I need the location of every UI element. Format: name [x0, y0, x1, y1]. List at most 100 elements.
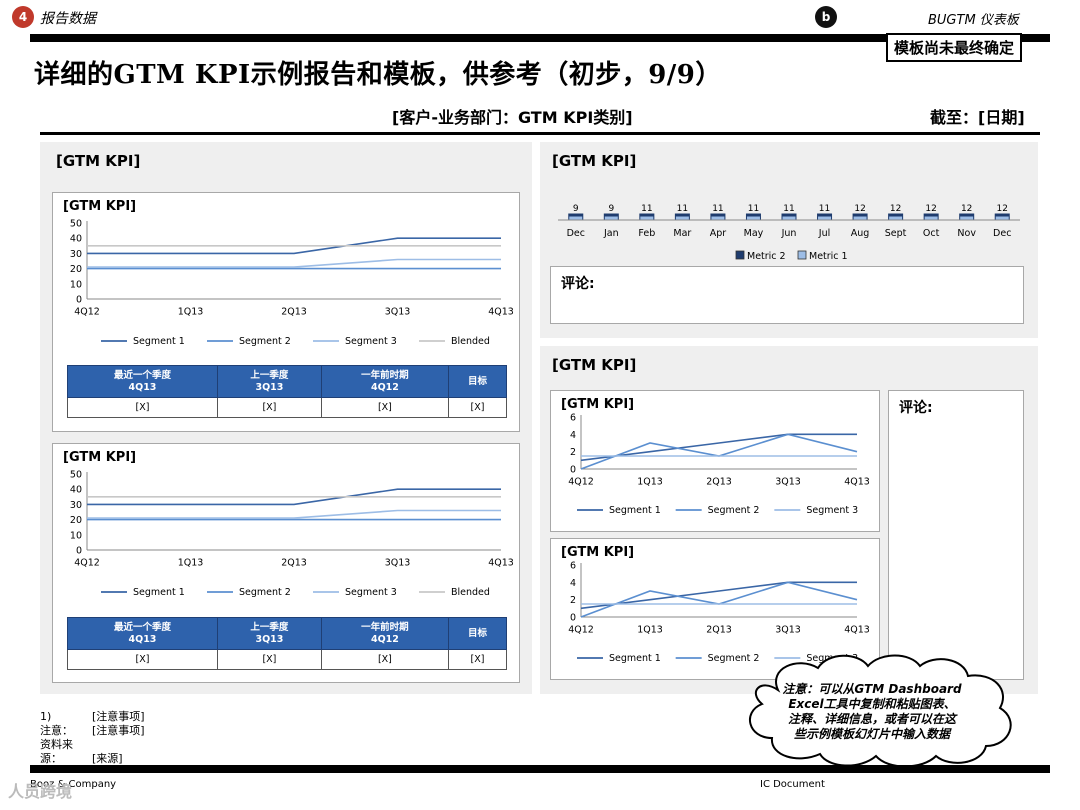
table-cell: [X] [216, 649, 322, 670]
page-letter-badge: b [815, 6, 837, 28]
y-tick-label: 30 [70, 249, 82, 260]
x-tick-label: Jan [603, 228, 619, 239]
right-bottom-panel-title: [GTM KPI] [552, 356, 637, 374]
comment-label: 评论: [899, 400, 933, 416]
callout-note: 注意：可以从GTM Dashboard Excel工具中复制和粘贴图表、 注释、… [782, 682, 962, 741]
right-bottom-kpi-panel: [GTM KPI] [GTM KPI] 0 2 4 6 4Q12 1Q13 2Q13 3Q13… [540, 346, 1038, 694]
x-tick-label: 2Q13 [281, 307, 307, 318]
y-tick-label: 10 [70, 530, 82, 541]
subheading: [客户-业务部门：GTM KPI类别] [392, 108, 633, 127]
y-tick-label: 50 [70, 470, 82, 481]
legend-label: Segment 3 [806, 505, 858, 516]
legend-label: Metric 1 [809, 251, 848, 262]
legend-label: Blended [451, 336, 490, 347]
x-tick-label: 4Q12 [568, 477, 594, 488]
table-header-year-ago: 一年前时期 4Q12 [320, 617, 449, 650]
kpi-chart-card-1: [GTM KPI] 0 10 20 30 40 50 4Q12 1Q13 2Q13 3Q13 4Q1… [52, 192, 520, 432]
as-of-date: 截至：[日期] [930, 108, 1025, 127]
x-tick-label: 3Q13 [385, 558, 411, 569]
y-tick-label: 30 [70, 500, 82, 511]
small-line-chart-2: 0 2 4 6 4Q12 1Q13 2Q13 3Q13 4Q13 Segment 1 Segment… [568, 561, 870, 664]
x-tick-label: 3Q13 [775, 477, 801, 488]
y-tick-label: 0 [570, 613, 576, 624]
bar-metric-2 [888, 214, 903, 217]
table-cell: [X] [320, 397, 449, 418]
right-top-panel-title: [GTM KPI] [552, 152, 637, 170]
legend-label: Segment 1 [133, 587, 185, 598]
series-line-segment-3 [87, 258, 501, 268]
y-tick-label: 2 [570, 447, 576, 458]
legend-label: Segment 1 [609, 505, 661, 516]
table-header-year-ago: 一年前时期 4Q12 [320, 365, 449, 398]
y-tick-label: 6 [570, 561, 576, 572]
y-tick-label: 0 [76, 546, 82, 557]
page-title: 详细的GTM KPI示例报告和模板，供参考（初步，9/9） [34, 60, 722, 90]
kpi-line-chart-2: 0 10 20 30 40 50 4Q12 1Q13 2Q13 3Q13 4Q13 Segment 1… [70, 470, 514, 599]
series-line-segment-1 [580, 433, 857, 462]
table-cell: [X] [447, 649, 508, 670]
bar-data-label: 9 [573, 204, 579, 214]
bar-metric-2 [639, 214, 654, 217]
x-tick-label: May [744, 228, 764, 239]
kpi-line-chart-1: 0 10 20 30 40 50 4Q12 1Q13 2Q13 3Q13 4Q13 Segment 1… [70, 219, 514, 348]
bar-metric-2 [746, 214, 761, 217]
footnote-row: 资料来源： [来源] [40, 738, 123, 765]
x-tick-label: 3Q13 [775, 625, 801, 636]
x-tick-label: 2Q13 [281, 558, 307, 569]
legend-label: Segment 2 [708, 505, 760, 516]
bar-data-label: 12 [961, 204, 972, 214]
bar-data-label: 11 [783, 204, 794, 214]
small-line-card-2: [GTM KPI] 0 2 4 6 4Q12 1Q13 2Q13 3Q13 4Q13 Segmen… [550, 538, 880, 680]
footnote-row: 注意： [注意事项] [40, 724, 145, 737]
comment-box-top: 评论: [550, 266, 1024, 324]
draft-stamp: 模板尚未最终确定 [886, 33, 1023, 62]
x-tick-label: 4Q13 [844, 477, 870, 488]
table-header-previous-quarter: 上一季度 3Q13 [216, 617, 322, 650]
legend-label: Blended [451, 587, 490, 598]
bar-data-label: 11 [819, 204, 830, 214]
x-tick-label: 4Q13 [488, 558, 514, 569]
x-tick-label: Mar [673, 228, 691, 239]
x-tick-label: Jul [818, 228, 830, 239]
small-line-chart-1: 0 2 4 6 4Q12 1Q13 2Q13 3Q13 4Q13 Segment 1 Segment… [568, 413, 870, 516]
legend-label: Segment 2 [239, 587, 291, 598]
kpi-summary-table-2: 最近一个季度 4Q13 上一季度 3Q13 一年前时期 4Q12 目标 [X] [X]… [67, 617, 508, 670]
x-tick-label: 4Q12 [74, 307, 100, 318]
y-tick-label: 6 [570, 413, 576, 424]
x-tick-label: 4Q13 [488, 307, 514, 318]
legend-swatch [735, 250, 745, 260]
table-header-previous-quarter: 上一季度 3Q13 [216, 365, 322, 398]
table-header-target: 目标 [447, 617, 508, 650]
y-tick-label: 2 [570, 595, 576, 606]
bar-metric-2 [995, 214, 1010, 217]
table-cell: [X] [320, 649, 449, 670]
monthly-bar-chart: 9 Dec 9 Jan 11 Feb 11 Mar 11 Apr 11 May 11 Jun 11 Jul 12… [558, 204, 1020, 262]
kpi-chart-card-2: [GTM KPI] 0 10 20 30 40 50 4Q12 1Q13 2Q13 3Q13 4Q1… [52, 443, 520, 683]
bar-data-label: 9 [608, 204, 614, 214]
x-tick-label: Feb [638, 228, 655, 239]
table-cell: [X] [447, 397, 508, 418]
x-tick-label: Aug [851, 228, 870, 239]
x-tick-label: Jun [781, 228, 797, 239]
bar-metric-2 [959, 214, 974, 217]
y-tick-label: 40 [70, 485, 82, 496]
x-tick-label: Sept [885, 228, 907, 239]
table-header-target: 目标 [447, 365, 508, 398]
bar-metric-2 [604, 214, 619, 217]
x-tick-label: 2Q13 [706, 625, 732, 636]
footnote-row: 1) [注意事项] [40, 710, 145, 723]
left-kpi-panel: [GTM KPI] [GTM KPI] 0 10 20 30 40 50 4Q12 1Q13 2… [40, 142, 532, 694]
legend-label: Segment 3 [345, 336, 397, 347]
section-number-badge: 4 [12, 6, 34, 28]
x-tick-label: Dec [993, 228, 1011, 239]
y-tick-label: 4 [570, 578, 576, 589]
series-line-segment-3 [87, 509, 501, 519]
callout-cloud [749, 654, 1012, 768]
series-line-segment-1 [87, 237, 501, 255]
card-title: [GTM KPI] [63, 450, 137, 465]
footnotes: 1) [注意事项] 注意： [注意事项] 资料来源： [来源] [40, 710, 145, 766]
x-tick-label: 4Q12 [568, 625, 594, 636]
series-line-segment-2 [580, 581, 858, 618]
legend-label: Segment 1 [133, 336, 185, 347]
comment-box-bottom: 评论: [888, 390, 1024, 680]
